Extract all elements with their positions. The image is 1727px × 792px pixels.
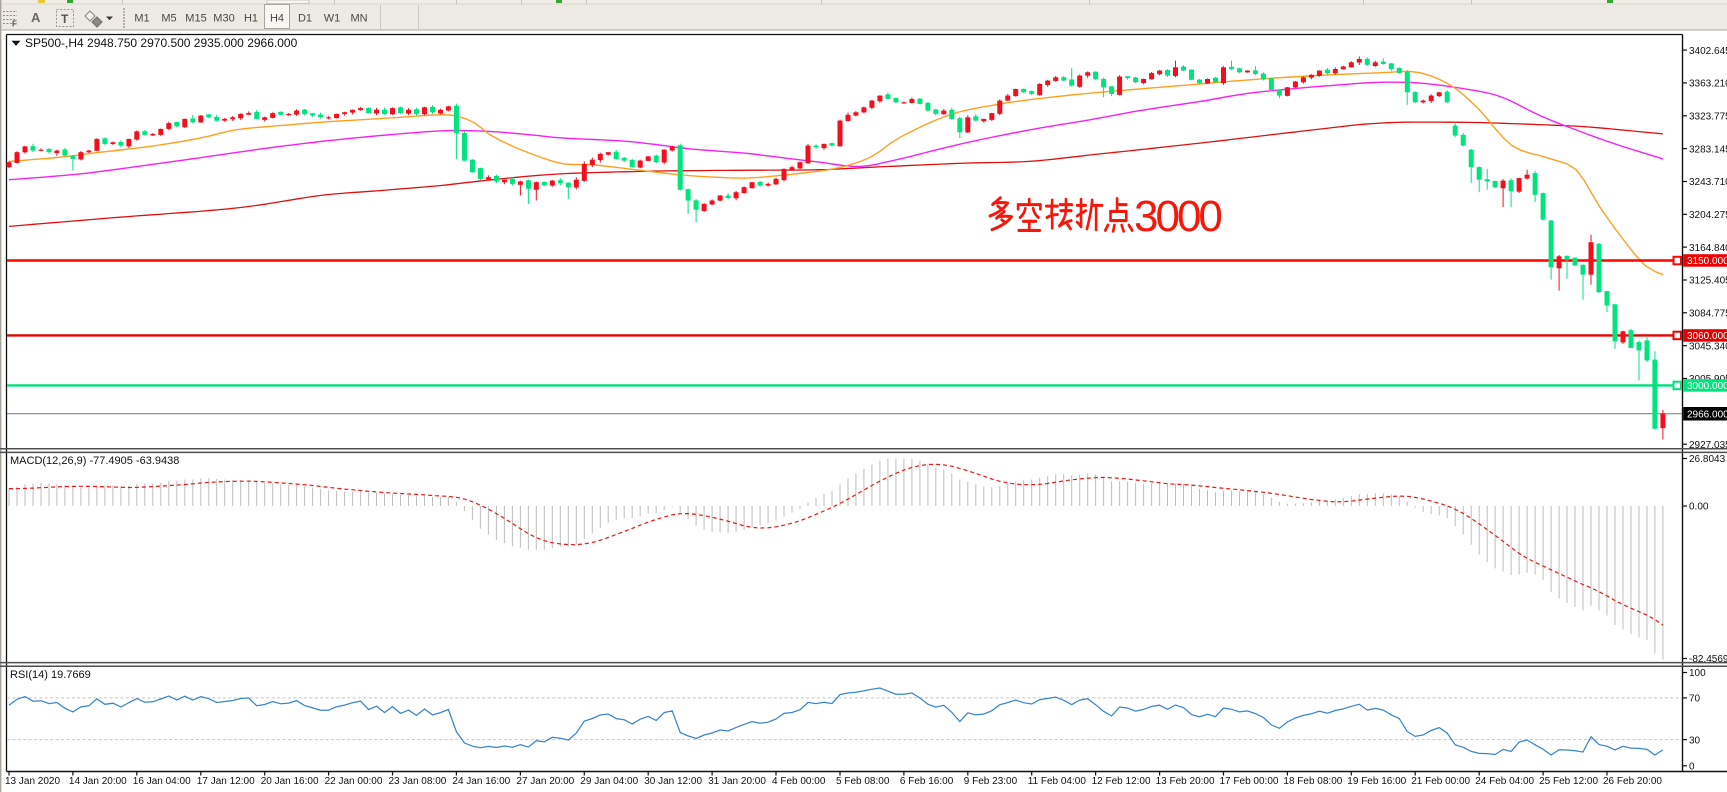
svg-text:3164.840: 3164.840 — [1689, 243, 1727, 254]
svg-text:SP500-,H4 2948.750 2970.500 2: SP500-,H4 2948.750 2970.500 2935.000 296… — [25, 36, 298, 50]
svg-text:M1: M1 — [134, 13, 149, 25]
svg-text:M30: M30 — [213, 13, 234, 25]
svg-text:H4: H4 — [270, 13, 284, 25]
svg-text:3000: 3000 — [1134, 192, 1221, 241]
svg-text:RSI(14) 19.7669: RSI(14) 19.7669 — [10, 669, 91, 681]
svg-text:A: A — [31, 10, 41, 25]
svg-text:20 Jan 16:00: 20 Jan 16:00 — [261, 776, 319, 787]
svg-text:12 Feb 12:00: 12 Feb 12:00 — [1092, 776, 1151, 787]
svg-text:3125.405: 3125.405 — [1689, 276, 1727, 287]
svg-text:4 Feb 00:00: 4 Feb 00:00 — [772, 776, 826, 787]
svg-text:MN: MN — [350, 13, 367, 25]
svg-text:3045.340: 3045.340 — [1689, 341, 1727, 352]
svg-text:0: 0 — [1689, 762, 1695, 773]
svg-text:3000.000: 3000.000 — [1687, 381, 1727, 392]
svg-text:18 Feb 08:00: 18 Feb 08:00 — [1283, 776, 1342, 787]
svg-text:W1: W1 — [324, 13, 341, 25]
svg-text:26.8043: 26.8043 — [1689, 454, 1726, 465]
svg-text:6 Feb 16:00: 6 Feb 16:00 — [900, 776, 954, 787]
svg-text:16 Jan 04:00: 16 Jan 04:00 — [133, 776, 191, 787]
svg-text:F: F — [12, 20, 17, 29]
svg-text:29 Jan 04:00: 29 Jan 04:00 — [580, 776, 638, 787]
svg-text:13 Feb 20:00: 13 Feb 20:00 — [1156, 776, 1215, 787]
svg-text:30: 30 — [1689, 735, 1701, 746]
svg-text:17 Feb 00:00: 17 Feb 00:00 — [1220, 776, 1279, 787]
svg-text:11 Feb 04:00: 11 Feb 04:00 — [1028, 776, 1087, 787]
svg-text:22 Jan 00:00: 22 Jan 00:00 — [325, 776, 383, 787]
svg-text:26 Feb 20:00: 26 Feb 20:00 — [1603, 776, 1662, 787]
svg-text:M15: M15 — [185, 13, 206, 25]
svg-text:14 Jan 20:00: 14 Jan 20:00 — [69, 776, 127, 787]
svg-text:-82.4569: -82.4569 — [1689, 654, 1727, 665]
svg-text:3084.775: 3084.775 — [1689, 309, 1727, 320]
svg-text:3204.275: 3204.275 — [1689, 210, 1727, 221]
svg-text:5 Feb 08:00: 5 Feb 08:00 — [836, 776, 890, 787]
svg-text:25 Feb 12:00: 25 Feb 12:00 — [1539, 776, 1598, 787]
svg-text:3243.710: 3243.710 — [1689, 177, 1727, 188]
svg-text:9 Feb 23:00: 9 Feb 23:00 — [964, 776, 1018, 787]
svg-text:17 Jan 12:00: 17 Jan 12:00 — [197, 776, 255, 787]
svg-text:13 Jan 2020: 13 Jan 2020 — [5, 776, 60, 787]
svg-text:0.00: 0.00 — [1689, 502, 1709, 513]
svg-text:M5: M5 — [161, 13, 176, 25]
svg-text:3283.145: 3283.145 — [1689, 144, 1727, 155]
svg-text:D1: D1 — [298, 13, 312, 25]
svg-text:3060.000: 3060.000 — [1687, 331, 1727, 342]
svg-text:MACD(12,26,9) -77.4905 -63.943: MACD(12,26,9) -77.4905 -63.9438 — [10, 455, 179, 467]
svg-text:30 Jan 12:00: 30 Jan 12:00 — [644, 776, 702, 787]
svg-text:T: T — [61, 12, 69, 26]
svg-text:2966.000: 2966.000 — [1687, 409, 1727, 420]
svg-text:24 Feb 04:00: 24 Feb 04:00 — [1475, 776, 1534, 787]
svg-text:19 Feb 16:00: 19 Feb 16:00 — [1347, 776, 1406, 787]
svg-text:3402.645: 3402.645 — [1689, 46, 1727, 57]
svg-text:23 Jan 08:00: 23 Jan 08:00 — [389, 776, 447, 787]
svg-text:70: 70 — [1689, 694, 1701, 705]
svg-text:3150.000: 3150.000 — [1687, 256, 1727, 267]
svg-text:27 Jan 20:00: 27 Jan 20:00 — [516, 776, 574, 787]
svg-text:3323.775: 3323.775 — [1689, 112, 1727, 123]
svg-text:H1: H1 — [244, 13, 258, 25]
svg-text:2927.035: 2927.035 — [1689, 440, 1727, 451]
svg-text:24 Jan 16:00: 24 Jan 16:00 — [452, 776, 510, 787]
svg-text:3363.210: 3363.210 — [1689, 79, 1727, 90]
svg-text:31 Jan 20:00: 31 Jan 20:00 — [708, 776, 766, 787]
svg-text:100: 100 — [1689, 668, 1706, 679]
svg-text:21 Feb 00:00: 21 Feb 00:00 — [1411, 776, 1470, 787]
